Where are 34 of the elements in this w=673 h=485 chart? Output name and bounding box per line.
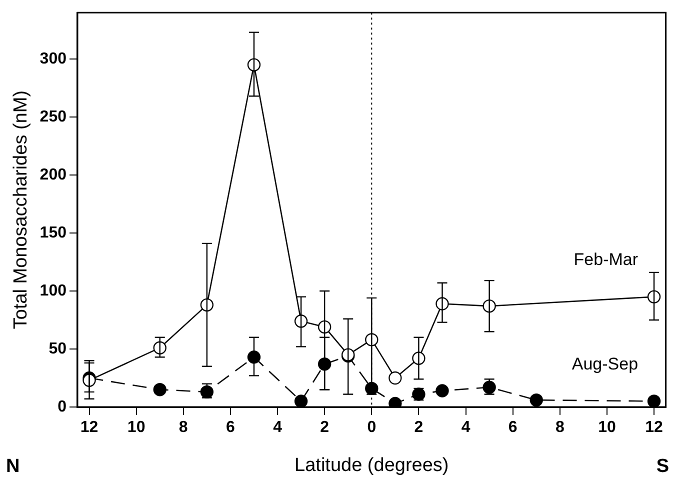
point bbox=[294, 394, 308, 407]
x-tick-label: 10 bbox=[598, 419, 616, 436]
y-axis-title: Total Monosaccharides (nM) bbox=[10, 90, 32, 330]
point bbox=[247, 350, 261, 364]
text: N bbox=[6, 456, 20, 478]
y-tick-label: 150 bbox=[40, 224, 67, 242]
point bbox=[153, 383, 166, 396]
point bbox=[318, 357, 332, 371]
point bbox=[388, 371, 402, 385]
text: S bbox=[656, 456, 669, 478]
x-tick-label: 12 bbox=[645, 419, 664, 436]
y-tick-label: 250 bbox=[40, 108, 67, 126]
series-label: Feb-Mar bbox=[574, 250, 638, 269]
x-tick-label: 8 bbox=[178, 419, 188, 436]
y-tick-label: 200 bbox=[40, 166, 67, 184]
point bbox=[530, 393, 543, 407]
point bbox=[647, 394, 661, 407]
x-tick-label: 2 bbox=[320, 419, 330, 436]
x-tick-label: 6 bbox=[226, 419, 235, 436]
y-tick-label: 300 bbox=[40, 50, 67, 68]
x-tick-label: 4 bbox=[273, 419, 282, 436]
y-tick-label: 100 bbox=[40, 282, 67, 300]
x-tick-label: 0 bbox=[367, 419, 376, 436]
series-label: Aug-Sep bbox=[572, 354, 638, 374]
y-tick-label: 50 bbox=[48, 340, 67, 358]
x-tick-label: 8 bbox=[555, 419, 564, 436]
x-tick-label: 4 bbox=[461, 419, 470, 436]
point bbox=[436, 384, 449, 398]
y-tick-label: 0 bbox=[58, 398, 67, 416]
x-tick-label: 2 bbox=[414, 419, 424, 436]
x-tick-label: 12 bbox=[80, 419, 98, 436]
x-tick-label: 6 bbox=[508, 419, 518, 436]
x-axis-title: Latitude (degrees) bbox=[294, 454, 449, 476]
x-tick-label: 10 bbox=[127, 419, 146, 436]
